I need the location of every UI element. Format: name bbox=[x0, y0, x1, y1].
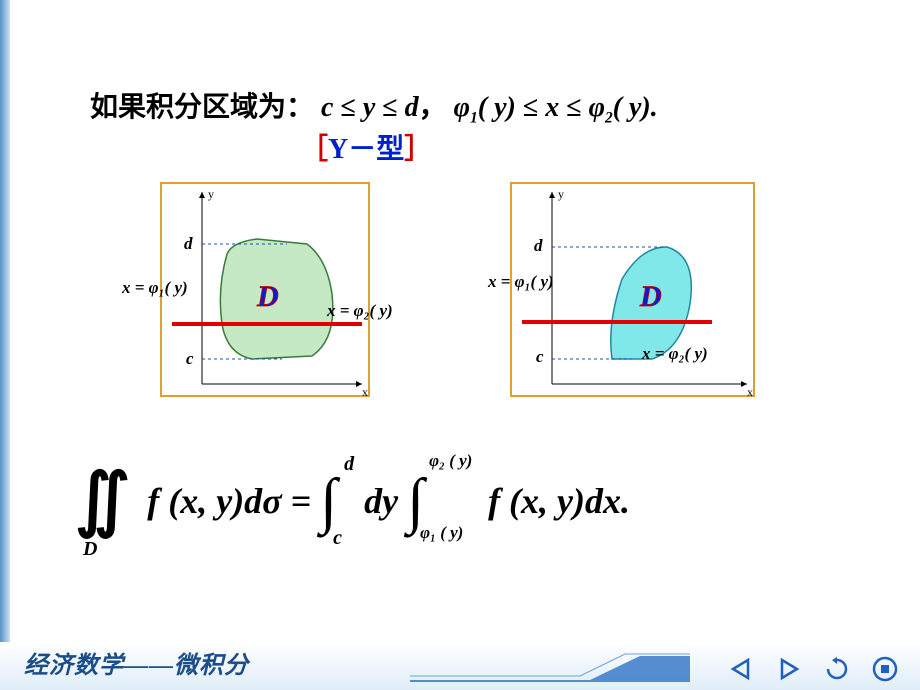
dot: . bbox=[621, 481, 630, 521]
frame-left bbox=[0, 0, 10, 690]
le1: ≤ bbox=[333, 92, 362, 123]
phi2: φ bbox=[589, 92, 605, 123]
fig1-x-axis: x bbox=[362, 385, 368, 399]
bracket-close: ］ bbox=[404, 134, 432, 165]
d: d bbox=[405, 92, 419, 123]
figure-2: x y D d c x = φ₁( y) x = φ₂( y) bbox=[510, 182, 755, 397]
f1: f (x, y)d bbox=[147, 481, 262, 521]
fig1-right-curve: x = φ₂( y) bbox=[327, 301, 393, 321]
iint-symbol: ∬ bbox=[75, 462, 130, 539]
intro-prefix: 如果积分区域为： bbox=[90, 92, 314, 123]
phi1-sub: 1 bbox=[470, 110, 478, 127]
fig1-c-label: c bbox=[186, 349, 194, 369]
fig2-c-label: c bbox=[536, 347, 544, 367]
fig2-y-axis: y bbox=[558, 187, 564, 201]
fig1-D-label: D bbox=[256, 280, 279, 313]
y1: y bbox=[363, 92, 375, 123]
fig2-d-label: d bbox=[534, 236, 543, 256]
le3: ≤ bbox=[523, 92, 545, 123]
fig2-x-axis: x bbox=[747, 385, 753, 399]
nav-prev-button[interactable] bbox=[726, 654, 756, 684]
x: x bbox=[545, 92, 559, 123]
fig2-D-label: D bbox=[639, 280, 662, 313]
figure-1: x y D d c x = φ₁( y) x = φ₂( y) bbox=[160, 182, 370, 397]
int2-upper: φ₂ ( y) bbox=[429, 451, 472, 471]
ytype-text: Y－型 bbox=[328, 134, 404, 165]
phi2-arg: ( y). bbox=[613, 92, 658, 123]
fig2-right-curve: x = φ₂( y) bbox=[642, 344, 708, 364]
int1-symbol: ∫ bbox=[320, 467, 337, 535]
fig2-left-curve: x = φ₁( y) bbox=[488, 272, 554, 292]
int2-lower: φ₁ ( y) bbox=[420, 523, 463, 543]
phi2-sub: 2 bbox=[605, 110, 613, 127]
dy: dy bbox=[364, 481, 398, 521]
fig1-left-curve: x = φ₁( y) bbox=[122, 278, 188, 298]
phi1: φ bbox=[454, 92, 470, 123]
int1-d: d bbox=[344, 453, 354, 476]
nav-decor bbox=[410, 652, 690, 682]
nav-next-button[interactable] bbox=[774, 654, 804, 684]
nav-refresh-button[interactable] bbox=[822, 654, 852, 684]
sigma: σ bbox=[262, 481, 281, 521]
footer-text: 经济数学——微积分 bbox=[24, 645, 249, 680]
fig1-y-axis: y bbox=[208, 187, 214, 201]
bracket-label: ［Y－型］ bbox=[300, 127, 432, 167]
comma: ， bbox=[419, 92, 447, 123]
bracket-open: ［ bbox=[300, 134, 328, 165]
c: c bbox=[321, 92, 333, 123]
le4: ≤ bbox=[559, 92, 588, 123]
int1-c: c bbox=[333, 527, 342, 550]
nav-bar bbox=[726, 654, 900, 684]
phi1-arg: ( y) bbox=[478, 92, 523, 123]
main-formula: ∬ D f (x, y)dσ = ∫ c d dy ∫ φ₁ ( y) φ₂ (… bbox=[75, 470, 630, 522]
nav-stop-button[interactable] bbox=[870, 654, 900, 684]
intro-line: 如果积分区域为： c ≤ y ≤ d， φ1( y) ≤ x ≤ φ2( y). bbox=[90, 85, 658, 128]
le2: ≤ bbox=[375, 92, 404, 123]
f2: f (x, y)dx bbox=[488, 481, 621, 521]
fig1-d-label: d bbox=[184, 234, 193, 254]
iint-D: D bbox=[83, 538, 97, 561]
eq: = bbox=[291, 481, 321, 521]
